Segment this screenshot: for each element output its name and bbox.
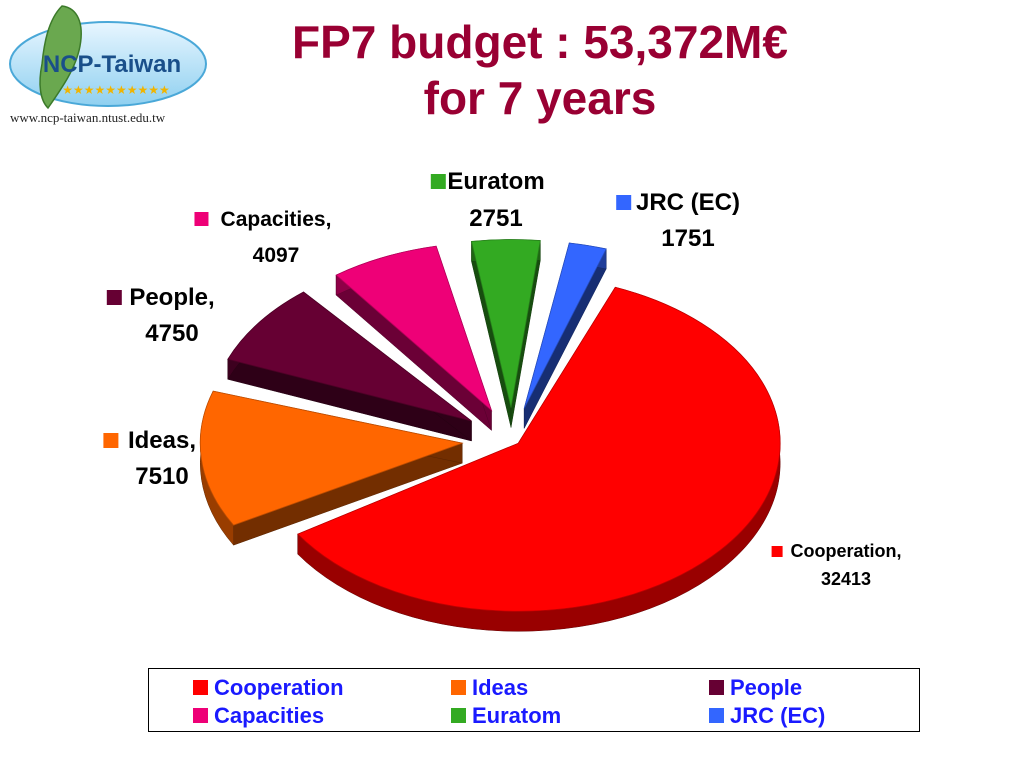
data-label-swatch-people xyxy=(106,290,122,305)
legend-item-people: People xyxy=(709,675,802,701)
data-label-ideas: Ideas, 7510 xyxy=(103,427,196,490)
legend-swatch-capacities xyxy=(193,708,208,723)
legend-label-euratom: Euratom xyxy=(472,703,562,728)
data-label-swatch-capacities xyxy=(194,212,209,226)
pie-top-jrc xyxy=(523,242,607,409)
logo-url: www.ncp-taiwan.ntust.edu.tw xyxy=(10,110,166,125)
data-label-value-cooperation: 32413 xyxy=(821,569,871,589)
data-label-euratom: Euratom 2751 xyxy=(430,168,545,232)
data-label-value-jrc: 1751 xyxy=(661,225,714,252)
legend-swatch-cooperation xyxy=(193,680,208,695)
chart-legend: Cooperation Ideas People Capacities Eura… xyxy=(148,668,920,732)
pie-top-ideas xyxy=(199,390,464,526)
legend-label-cooperation: Cooperation xyxy=(214,675,344,700)
data-label-capacities: Capacities, 4097 xyxy=(194,208,331,267)
data-label-name-cooperation: Cooperation, xyxy=(791,541,902,561)
pie-slice-people xyxy=(227,291,472,442)
title-line-2: for 7 years xyxy=(423,72,657,124)
legend-swatch-ideas xyxy=(451,680,466,695)
pie-top-capacities xyxy=(335,245,493,412)
data-label-name-jrc: JRC (EC) xyxy=(636,189,740,216)
pie-slice-capacities xyxy=(335,245,493,431)
legend-item-cooperation: Cooperation xyxy=(193,675,344,701)
logo-graphic: NCP-Taiwan ★★★★★★★★★★ xyxy=(9,5,207,110)
logo-stars: ★★★★★★★★★★ xyxy=(62,83,170,97)
logo-text: NCP-Taiwan xyxy=(43,51,181,78)
pie-slice-jrc xyxy=(523,242,607,429)
legend-swatch-euratom xyxy=(451,708,466,723)
page-title: FP7 budget : 53,372M€ for 7 years xyxy=(240,14,840,126)
legend-swatch-jrc xyxy=(709,708,724,723)
pie-top-cooperation xyxy=(297,286,781,612)
data-label-jrc: JRC (EC) 1751 xyxy=(616,189,740,252)
data-label-swatch-euratom xyxy=(430,174,446,189)
legend-item-capacities: Capacities xyxy=(193,703,324,729)
legend-item-jrc: JRC (EC) xyxy=(709,703,825,729)
data-label-name-people: People, xyxy=(129,284,214,311)
legend-label-ideas: Ideas xyxy=(472,675,529,700)
data-label-name-ideas: Ideas, xyxy=(128,427,196,454)
data-label-swatch-jrc xyxy=(616,195,632,210)
data-label-name-capacities: Capacities, xyxy=(221,208,332,231)
data-label-value-euratom: 2751 xyxy=(469,205,522,232)
legend-swatch-people xyxy=(709,680,724,695)
pie-top-euratom xyxy=(471,239,541,408)
data-label-value-people: 4750 xyxy=(145,320,198,347)
legend-label-people: People xyxy=(730,675,803,700)
ncp-taiwan-logo: NCP-Taiwan ★★★★★★★★★★ xyxy=(4,2,214,132)
data-label-swatch-ideas xyxy=(103,433,119,448)
data-label-name-euratom: Euratom xyxy=(447,168,544,195)
title-line-1: FP7 budget : 53,372M€ xyxy=(292,16,788,68)
pie-slice-euratom xyxy=(471,239,541,428)
pie-slice-cooperation xyxy=(297,286,781,632)
data-label-value-ideas: 7510 xyxy=(135,463,188,490)
legend-label-jrc: JRC (EC) xyxy=(730,703,826,728)
legend-item-euratom: Euratom xyxy=(451,703,561,729)
legend-item-ideas: Ideas xyxy=(451,675,528,701)
data-label-value-capacities: 4097 xyxy=(253,244,300,267)
taiwan-island-icon xyxy=(39,5,82,110)
data-label-cooperation: Cooperation, 32413 xyxy=(771,541,902,589)
data-label-swatch-cooperation xyxy=(771,546,783,557)
pie-slice-ideas xyxy=(199,390,464,546)
pie-top-people xyxy=(227,291,472,422)
data-label-people: People, 4750 xyxy=(106,284,215,347)
legend-label-capacities: Capacities xyxy=(214,703,325,728)
